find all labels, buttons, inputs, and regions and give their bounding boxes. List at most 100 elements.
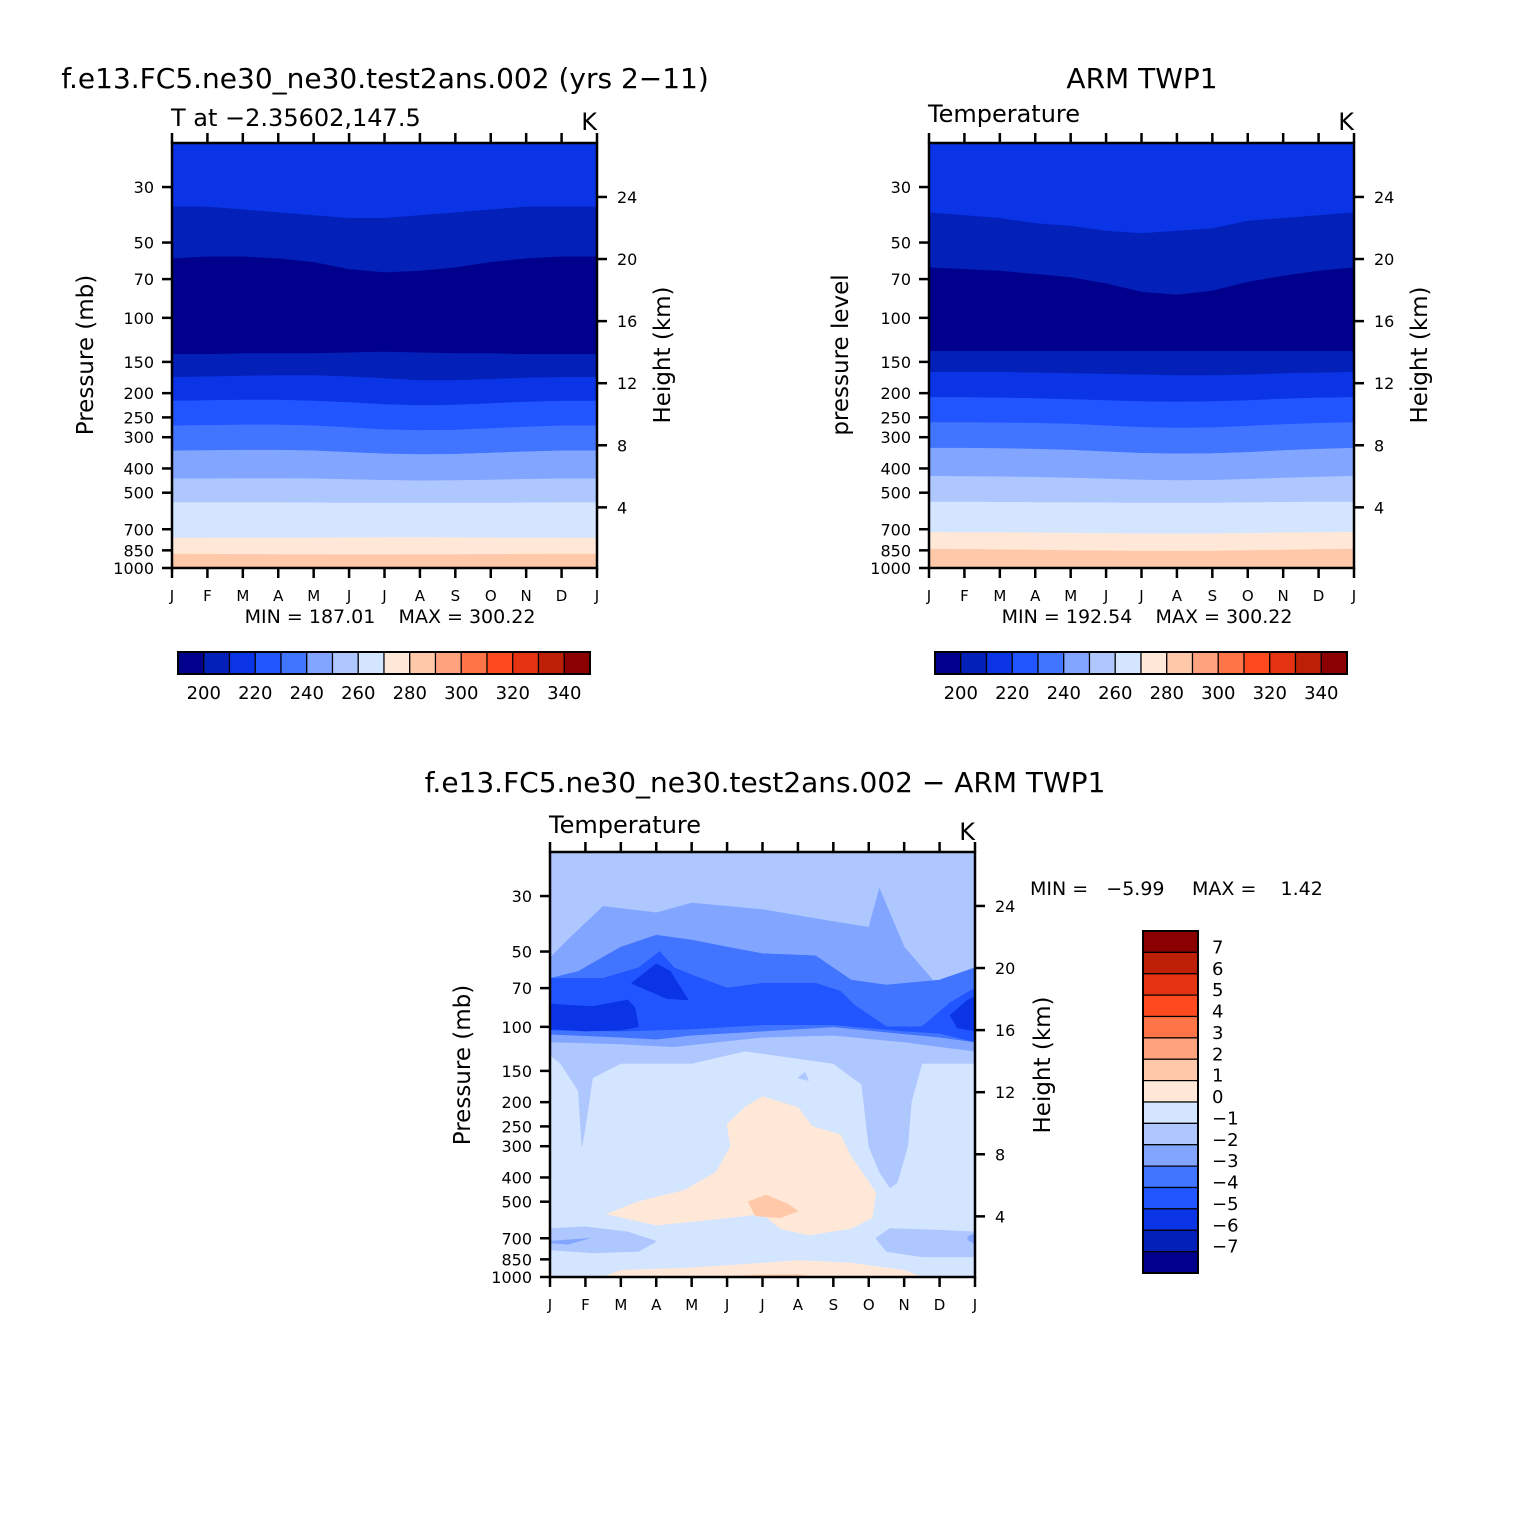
model-y2-tick-label: 20 [617, 250, 637, 269]
obs-x-tick-label: N [1278, 587, 1289, 605]
diff-colorbar-label: −1 [1212, 1108, 1239, 1129]
model-x-tick-label: S [451, 587, 461, 605]
obs-colorbar-swatch [1063, 651, 1091, 675]
obs-y-tick-label: 70 [891, 270, 911, 289]
diff-colorbar-frame [1142, 930, 1199, 1274]
diff-x-tick-label: M [685, 1296, 698, 1314]
diff-contour-region [630, 963, 689, 1001]
obs-x-tick-label: O [1242, 587, 1254, 605]
model-min-label: MIN = 187.01 [245, 606, 376, 628]
diff-colorbar-swatch [1142, 1251, 1199, 1274]
diff-y-tick-label: 150 [501, 1062, 532, 1081]
diff-x-tick-label: N [899, 1296, 910, 1314]
model-units: K [581, 108, 598, 136]
obs-contour-band [929, 475, 1354, 504]
model-x-tick-label: D [556, 587, 568, 605]
model-contour-band [172, 478, 597, 504]
model-y2-tick-label: 8 [617, 436, 627, 455]
obs-units: K [1338, 108, 1355, 136]
obs-y2-tick-label: 4 [1374, 498, 1384, 517]
diff-colorbar-label: 7 [1212, 937, 1223, 958]
model-y-tick-label: 150 [123, 353, 154, 372]
obs-colorbar-label: 340 [1304, 683, 1338, 704]
model-colorbar-swatch [254, 651, 282, 675]
obs-y-tick-label: 100 [880, 309, 911, 328]
diff-x-tick-label: A [793, 1296, 804, 1314]
model-colorbar-swatch [486, 651, 514, 675]
diff-colorbar-swatch [1142, 1058, 1199, 1082]
diff-colorbar-label: 3 [1212, 1023, 1223, 1044]
model-contour-band [172, 537, 597, 555]
obs-x-tick-label: J [1138, 587, 1143, 605]
model-x-tick-label: A [273, 587, 284, 605]
diff-colorbar-swatch [1142, 1080, 1199, 1103]
obs-y-tick-label: 1000 [870, 559, 911, 578]
diff-x-tick-label: M [614, 1296, 627, 1314]
model-colorbar-swatch [280, 651, 308, 675]
obs-x-tick-label: F [960, 587, 969, 605]
obs-y2-tick-label: 8 [1374, 436, 1384, 455]
model-y-tick-label: 30 [134, 178, 154, 197]
diff-x-tick-label: O [863, 1296, 875, 1314]
model-colorbar-swatch [357, 651, 385, 675]
model-y2-axis-label: Height (km) [650, 286, 676, 423]
diff-colorbar-label: 5 [1212, 980, 1223, 1001]
diff-contour-region [550, 1238, 590, 1245]
obs-y-axis-label: pressure level [828, 274, 854, 435]
obs-min-label: MIN = 192.54 [1002, 606, 1133, 628]
diff-x-tick-label: D [934, 1296, 946, 1314]
diff-y-tick-label: 300 [501, 1137, 532, 1156]
diff-colorbar-swatch [1142, 1165, 1199, 1189]
diff-x-tick-label: S [829, 1296, 839, 1314]
obs-contour-band [929, 531, 1354, 552]
diff-title: f.e13.FC5.ne30_ne30.test2ans.002 − ARM T… [425, 766, 1106, 799]
diff-contour-region [550, 1226, 658, 1254]
diff-colorbar-label: −3 [1212, 1151, 1239, 1172]
model-colorbar-label: 320 [496, 683, 530, 704]
model-y-tick-label: 850 [123, 541, 154, 560]
obs-colorbar: 200 220 240 260 280 300 320 340 [934, 651, 1348, 704]
model-colorbar-swatch [434, 651, 462, 675]
obs-x-tick-label: A [1172, 587, 1183, 605]
diff-colorbar-swatch [1142, 1015, 1199, 1039]
diff-y-tick-label: 700 [501, 1229, 532, 1248]
diff-contour-region [550, 999, 639, 1032]
obs-y-tick-label: 250 [880, 408, 911, 427]
diff-colorbar-swatch [1142, 973, 1199, 996]
obs-colorbar-label: 240 [1047, 683, 1081, 704]
model-x-tick-label: N [521, 587, 532, 605]
model-contour-band [172, 502, 597, 539]
model-x-tick-label: O [485, 587, 497, 605]
obs-y2-tick-label: 24 [1374, 188, 1394, 207]
obs-colorbar-swatch [1088, 651, 1116, 675]
model-colorbar-swatch [563, 651, 591, 675]
diff-colorbar-swatch [1142, 930, 1199, 953]
obs-colorbar-swatch [934, 651, 962, 675]
model-y-tick-label: 300 [123, 428, 154, 447]
diff-x-tick-label: J [724, 1296, 729, 1314]
model-x-tick-label: J [346, 587, 351, 605]
diff-colorbar-swatch [1142, 994, 1199, 1018]
model-colorbar-label: 220 [238, 683, 272, 704]
obs-y-tick-label: 700 [880, 520, 911, 539]
obs-colorbar-swatch [1011, 651, 1039, 675]
obs-contour-band [929, 501, 1354, 535]
model-y2-tick-label: 24 [617, 188, 637, 207]
obs-colorbar-swatch [1191, 651, 1219, 675]
diff-y-tick-label: 500 [501, 1193, 532, 1212]
diff-colorbar-label: 1 [1212, 1066, 1223, 1087]
diff-contour-region [797, 1071, 810, 1082]
model-colorbar-label: 340 [547, 683, 581, 704]
model-contour-band [172, 449, 597, 482]
model-colorbar-frame [177, 651, 591, 675]
model-x-tick-label: J [594, 587, 599, 605]
panel-model: f.e13.FC5.ne30_ne30.test2ans.002 (yrs 2−… [61, 62, 709, 704]
obs-colorbar-swatch [960, 651, 988, 675]
model-y2-tick-label: 16 [617, 312, 637, 331]
obs-colorbar-label: 200 [944, 683, 978, 704]
diff-colorbar-swatch [1142, 1122, 1199, 1146]
diff-colorbar-swatch [1142, 1144, 1199, 1167]
